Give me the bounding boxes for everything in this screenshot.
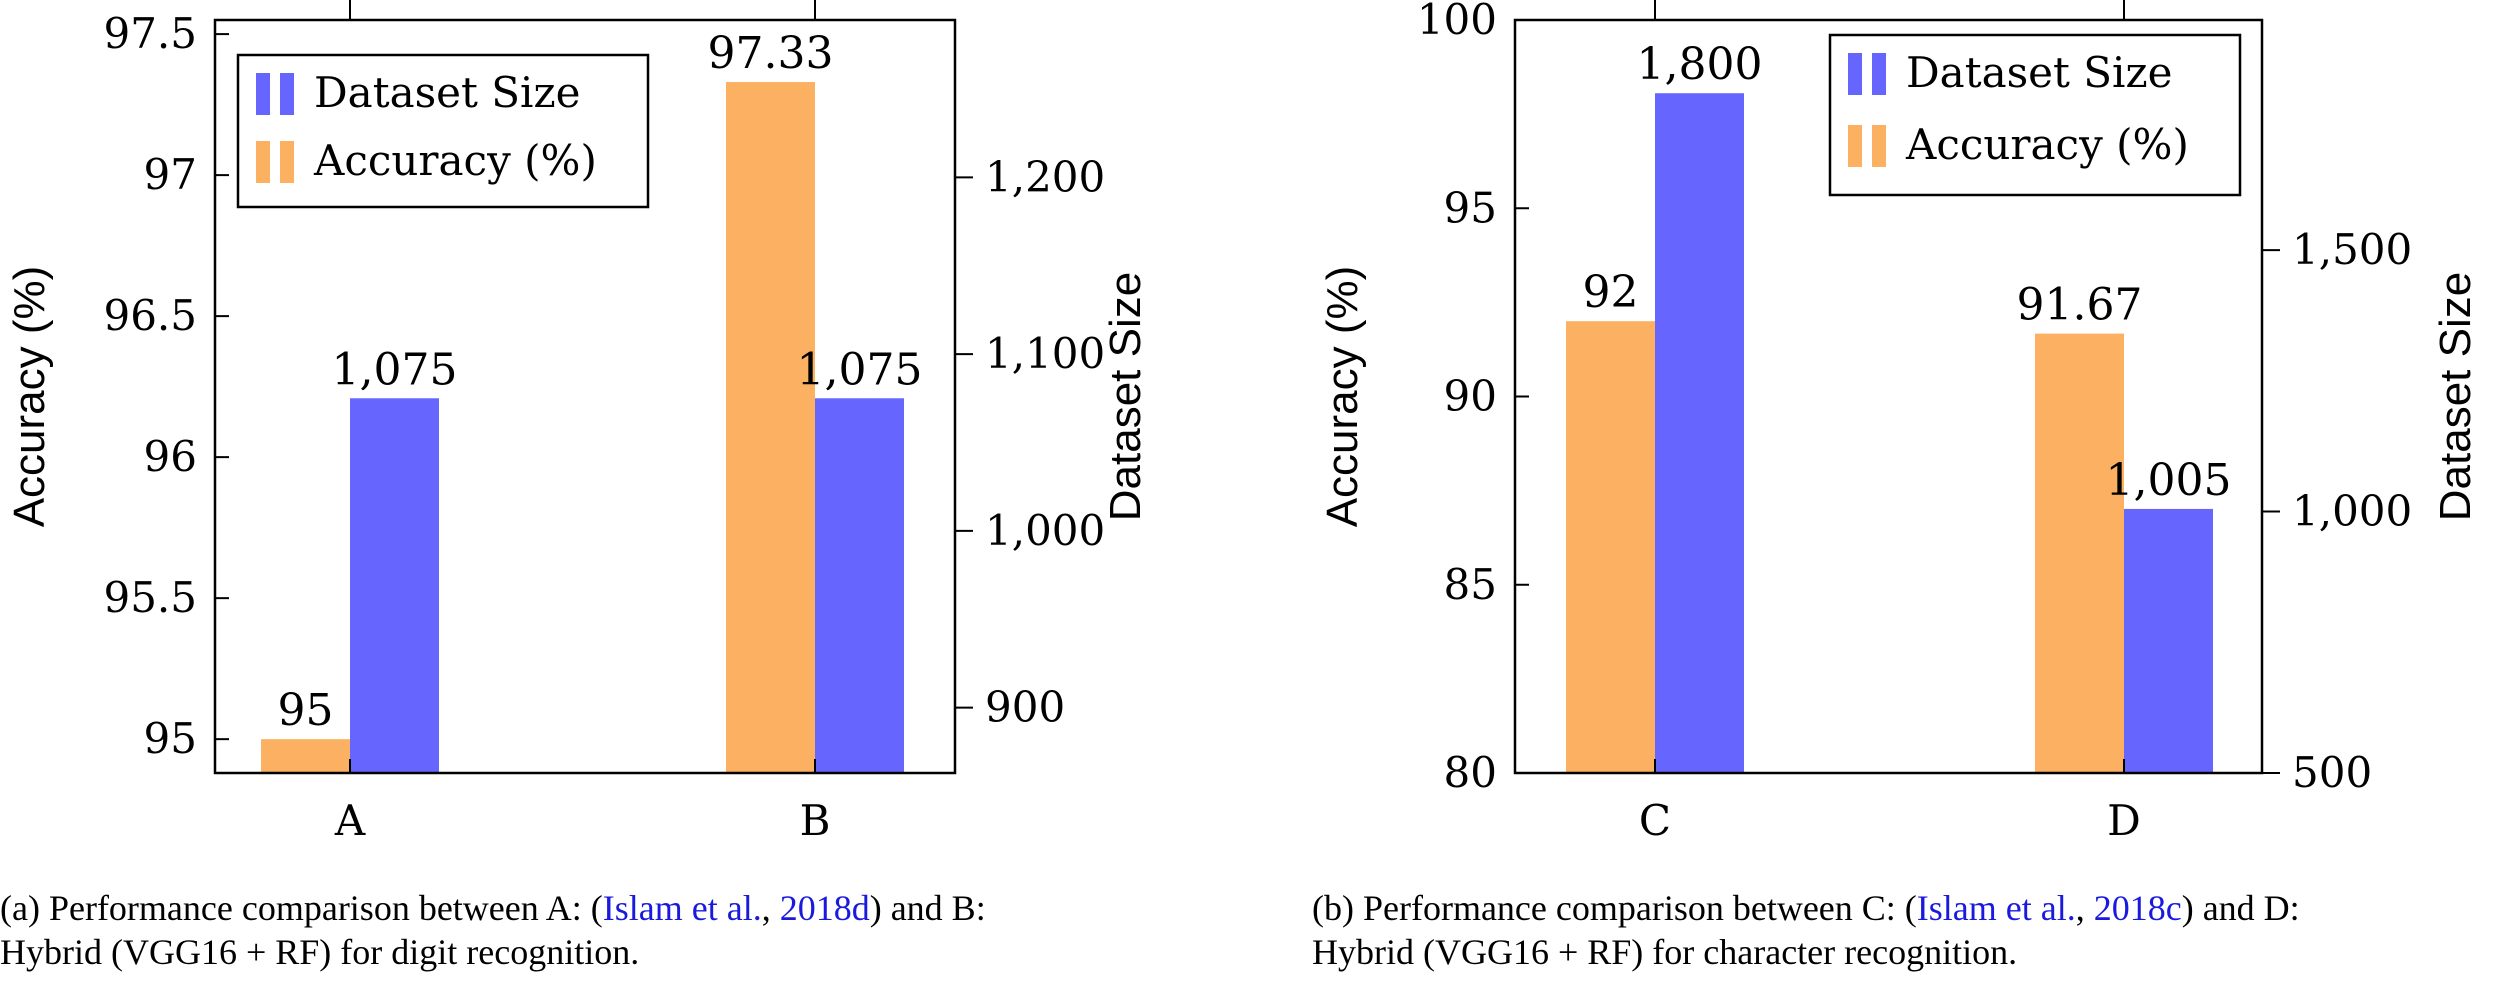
bar-accuracy-A [261,739,350,773]
caption-a-suffix: ) and B: [869,888,986,928]
y-tick-label-95: 95 [1444,183,1497,232]
legend-box [1828,33,2242,197]
caption-a-sep: , [761,888,780,928]
bar-dataset-B [815,398,904,773]
y-tick-label-80: 80 [1444,748,1497,797]
legend-label-1: Accuracy (%) [1905,120,2189,169]
y-tick-label-96: 96 [144,432,197,481]
legend-swatch-0-b [1872,53,1886,95]
y2-axis-label: Dataset Size [1101,272,1150,521]
y2-tick-label-1,000: 1,000 [985,506,1105,555]
data-label-accuracy-A: 95 [278,685,334,736]
legend-box [236,53,650,209]
data-label-dataset-B: 1,075 [797,344,923,395]
legend-swatch-1-b [1872,125,1886,167]
legend-label-1: Accuracy (%) [313,136,597,185]
caption-b-cite-year[interactable]: 2018c [2093,888,2182,928]
caption-b-sep: , [2075,888,2094,928]
x-tick-label-B: B [800,796,831,845]
y-tick-label-95: 95 [144,714,197,763]
y2-axis-label: Dataset Size [2431,272,2480,521]
bar-accuracy-C [1566,321,1655,773]
legend-swatch-1-a [256,141,270,183]
legend-label-0: Dataset Size [1906,48,2172,97]
y2-tick-label-1,200: 1,200 [985,152,1105,201]
y2-tick-label-1,500: 1,500 [2292,225,2412,274]
caption-b-line2: Hybrid (VGG16 + RF) for character recogn… [1312,932,2018,972]
bar-accuracy-B [726,82,815,774]
data-label-dataset-D: 1,005 [2106,455,2232,506]
data-label-accuracy-B: 97.33 [708,28,834,79]
chart-panel-b: 92 1,800 C 91.67 1,005 D 80 85 90 95 100 500 1,000 1,… [1318,0,2480,845]
y2-tick-label-500: 500 [2292,748,2372,797]
bar-dataset-D [2124,508,2213,773]
y-tick-label-95.5: 95.5 [103,573,197,622]
legend: Dataset Size Accuracy (%) [236,53,650,209]
y2-tick-label-900: 900 [985,683,1065,732]
legend-swatch-0-b [280,73,294,115]
y-tick-label-85: 85 [1444,560,1497,609]
x-tick-label-C: C [1639,796,1671,845]
caption-a-line2: Hybrid (VGG16 + RF) for digit recognitio… [0,932,640,972]
legend-swatch-1-a [1848,125,1862,167]
caption-b-cite-author[interactable]: Islam et al. [1916,888,2076,928]
y-tick-label-90: 90 [1444,372,1497,421]
data-label-accuracy-D: 91.67 [2017,280,2143,331]
bar-dataset-C [1655,93,1744,774]
bar-dataset-A [350,398,439,773]
caption-a-prefix: (a) Performance comparison between A: ( [0,888,603,928]
x-tick-label-A: A [334,796,366,845]
legend-swatch-1-b [280,141,294,183]
bar-accuracy-D [2035,333,2124,773]
y-tick-label-97.5: 97.5 [103,9,197,58]
plot-frame [213,18,957,775]
caption-a: (a) Performance comparison between A: (I… [0,886,1240,974]
legend-swatch-0-a [1848,53,1862,95]
chart-panel-a: 95 1,075 A 97.33 1,075 B 95 95.5 96 96.5 97 97.5 900… [5,0,1150,845]
y-axis-label: Accuracy (%) [1318,266,1367,528]
y2-tick-label-1,000: 1,000 [2292,487,2412,536]
legend: Dataset Size Accuracy (%) [1828,33,2242,197]
caption-a-cite-author[interactable]: Islam et al. [602,888,762,928]
data-label-accuracy-C: 92 [1583,267,1639,318]
y2-tick-label-1,100: 1,100 [985,329,1105,378]
caption-b-suffix: ) and D: [2181,888,2300,928]
caption-b-prefix: (b) Performance comparison between C: ( [1312,888,1917,928]
caption-a-cite-year[interactable]: 2018d [779,888,870,928]
y-axis-label: Accuracy (%) [5,266,54,528]
legend-label-0: Dataset Size [314,68,580,117]
y-tick-label-97: 97 [144,150,197,199]
y-tick-label-100: 100 [1417,0,1497,44]
x-tick-label-D: D [2107,796,2141,845]
data-label-dataset-C: 1,800 [1637,39,1763,90]
y-tick-label-96.5: 96.5 [103,291,197,340]
legend-swatch-0-a [256,73,270,115]
data-label-dataset-A: 1,075 [332,344,458,395]
caption-b: (b) Performance comparison between C: (I… [1312,886,2500,974]
